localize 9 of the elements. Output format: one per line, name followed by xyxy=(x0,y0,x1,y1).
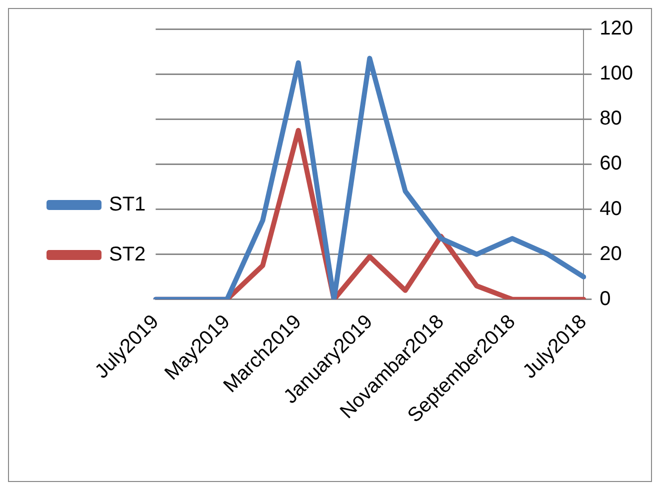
legend-label: ST2 xyxy=(109,244,146,266)
y-tick-label: 120 xyxy=(600,18,634,40)
legend-label: ST1 xyxy=(109,194,146,216)
y-tick-label: 60 xyxy=(600,152,622,175)
y-tick-label: 100 xyxy=(600,62,634,85)
y-tick-label: 80 xyxy=(600,108,622,130)
y-tick-label: 20 xyxy=(600,242,622,265)
y-tick-label: 40 xyxy=(600,198,622,220)
y-tick-label: 0 xyxy=(600,288,611,310)
